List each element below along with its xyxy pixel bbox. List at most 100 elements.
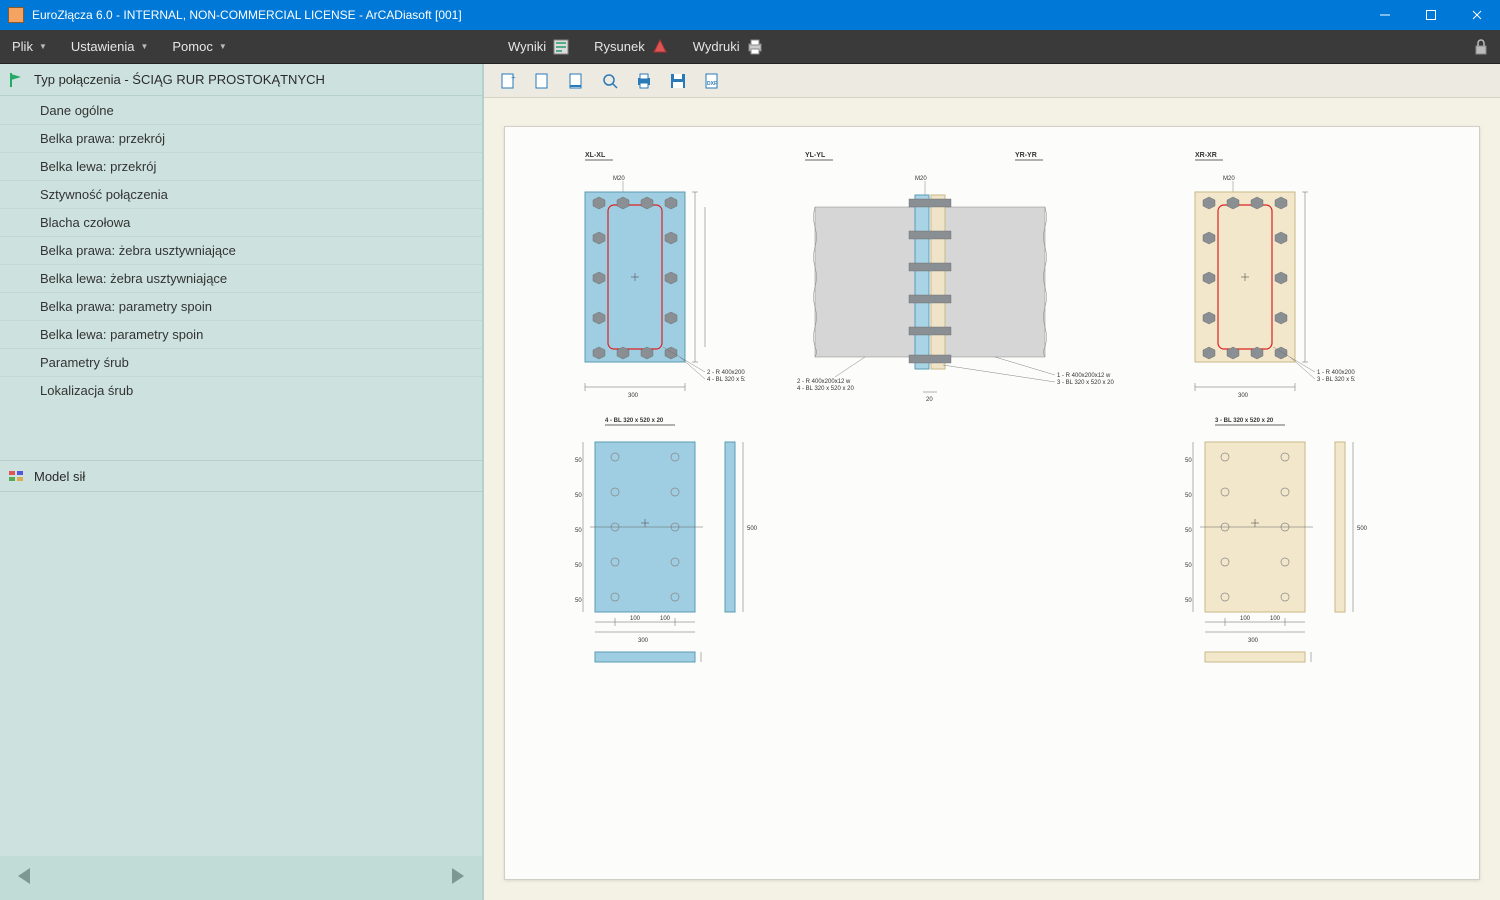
caret-icon: ▼ [39,42,47,51]
nav-prev-button[interactable] [14,865,36,892]
tree-item[interactable]: Belka prawa: przekrój [0,124,482,152]
section-connection-type[interactable]: Typ połączenia - ŚCIĄG RUR PROSTOKĄTNYCH [0,64,482,96]
tree-item[interactable]: Blacha czołowa [0,208,482,236]
tree-item-label: Parametry śrub [40,355,129,370]
print-icon [746,38,764,56]
menu-pomoc[interactable]: Pomoc ▼ [160,30,238,63]
svg-text:DXF: DXF [707,81,717,87]
svg-text:4 - BL 320 x 520 x 20: 4 - BL 320 x 520 x 20 [797,386,854,392]
tb-print-icon[interactable] [634,71,654,91]
detail-bottom-right: 3 - BL 320 x 520 x 20 500 [1185,412,1395,672]
section-xl: XL-XL M20 [575,147,745,407]
menubar: Plik ▼ Ustawienia ▼ Pomoc ▼ Wyniki Rysun… [0,30,1500,64]
section-title: Model sił [34,469,85,484]
tree-item[interactable]: Sztywność połączenia [0,180,482,208]
tree-item[interactable]: Parametry śrub [0,348,482,376]
tree-item-label: Belka prawa: przekrój [40,131,165,146]
svg-text:500: 500 [747,526,758,532]
svg-text:50: 50 [575,493,582,499]
svg-text:50: 50 [1185,493,1192,499]
model-icon [8,468,24,484]
svg-text:M20: M20 [915,176,927,182]
svg-text:2 - R 400x200x12 w: 2 - R 400x200x12 w [707,370,745,376]
svg-text:3 - BL 320 x 520 x 20: 3 - BL 320 x 520 x 20 [1057,380,1114,386]
svg-text:300: 300 [1238,393,1249,399]
svg-text:100: 100 [1240,616,1251,622]
svg-text:300: 300 [628,393,639,399]
svg-text:20: 20 [926,397,933,403]
menu-wyniki[interactable]: Wyniki [496,30,582,63]
drawing-toolbar: + DXF [484,64,1500,98]
drawing-icon [651,38,669,56]
left-panel: Typ połączenia - ŚCIĄG RUR PROSTOKĄTNYCH… [0,64,484,900]
tree-item[interactable]: Belka lewa: przekrój [0,152,482,180]
svg-text:2 - R 400x200x12 w: 2 - R 400x200x12 w [797,379,851,385]
svg-text:50: 50 [1185,563,1192,569]
svg-text:M20: M20 [1223,176,1235,182]
svg-text:50: 50 [1185,528,1192,534]
drawing-sheet[interactable]: XL-XL M20 [504,126,1480,880]
svg-text:500: 500 [1357,526,1368,532]
menu-label: Pomoc [172,39,212,54]
svg-text:1 - R 400x200x12 w: 1 - R 400x200x12 w [1057,373,1111,379]
nav-tree: Dane ogólne Belka prawa: przekrój Belka … [0,96,482,460]
section-model-sil[interactable]: Model sił [0,460,482,492]
section-title: Typ połączenia - ŚCIĄG RUR PROSTOKĄTNYCH [34,72,325,87]
tree-item[interactable]: Belka prawa: parametry spoin [0,292,482,320]
tree-item[interactable]: Belka prawa: żebra usztywniające [0,236,482,264]
svg-text:M20: M20 [613,176,625,182]
tree-item-label: Belka lewa: przekrój [40,159,156,174]
menu-label: Wydruki [693,39,740,54]
menu-label: Plik [12,39,33,54]
tree-item-label: Belka lewa: parametry spoin [40,327,203,342]
tb-blank-icon[interactable] [532,71,552,91]
tree-item[interactable]: Lokalizacja śrub [0,376,482,404]
tree-item-label: Dane ogólne [40,103,114,118]
app-icon [8,7,24,23]
tb-new-icon[interactable]: + [498,71,518,91]
svg-text:4 - BL 320 x 520 x 20: 4 - BL 320 x 520 x 20 [605,418,664,424]
svg-text:50: 50 [575,563,582,569]
tree-item[interactable]: Belka lewa: żebra usztywniające [0,264,482,292]
tree-item-label: Belka prawa: parametry spoin [40,299,212,314]
svg-text:50: 50 [575,458,582,464]
nav-footer [0,856,482,900]
results-icon [552,38,570,56]
detail-bottom-left: 4 - BL 320 x 520 x 20 [575,412,785,672]
minimize-button[interactable] [1362,0,1408,30]
svg-text:50: 50 [575,528,582,534]
maximize-button[interactable] [1408,0,1454,30]
titlebar: EuroZłącza 6.0 - INTERNAL, NON-COMMERCIA… [0,0,1500,30]
svg-text:300: 300 [638,638,649,644]
menubar-right: Wyniki Rysunek Wydruki [484,30,1500,63]
window-title: EuroZłącza 6.0 - INTERNAL, NON-COMMERCIA… [32,8,1362,22]
right-panel: + DXF XL-XL M20 [484,64,1500,900]
menu-rysunek[interactable]: Rysunek [582,30,681,63]
svg-text:XL-XL: XL-XL [585,152,606,159]
tree-item-label: Belka prawa: żebra usztywniające [40,243,236,258]
svg-text:100: 100 [660,616,671,622]
tb-zoom-icon[interactable] [600,71,620,91]
svg-text:+: + [511,73,516,82]
tb-dxf-icon[interactable]: DXF [702,71,722,91]
tb-page-icon[interactable] [566,71,586,91]
svg-text:300: 300 [1248,638,1259,644]
tb-save-icon[interactable] [668,71,688,91]
section-xr: XR-XR M20 [1185,147,1355,407]
caret-icon: ▼ [219,42,227,51]
menu-ustawienia[interactable]: Ustawienia ▼ [59,30,161,63]
svg-text:YR-YR: YR-YR [1015,152,1037,159]
section-yl-yr: YL-YL YR-YR M20 [795,147,1175,407]
lock-icon[interactable] [1472,38,1490,56]
svg-text:XR-XR: XR-XR [1195,152,1217,159]
menu-wydruki[interactable]: Wydruki [681,30,776,63]
menu-plik[interactable]: Plik ▼ [0,30,59,63]
svg-text:100: 100 [630,616,641,622]
nav-next-button[interactable] [446,865,468,892]
tree-item[interactable]: Belka lewa: parametry spoin [0,320,482,348]
close-button[interactable] [1454,0,1500,30]
svg-text:50: 50 [1185,458,1192,464]
tree-item-label: Blacha czołowa [40,215,130,230]
tree-item[interactable]: Dane ogólne [0,96,482,124]
tree-item-label: Lokalizacja śrub [40,383,133,398]
